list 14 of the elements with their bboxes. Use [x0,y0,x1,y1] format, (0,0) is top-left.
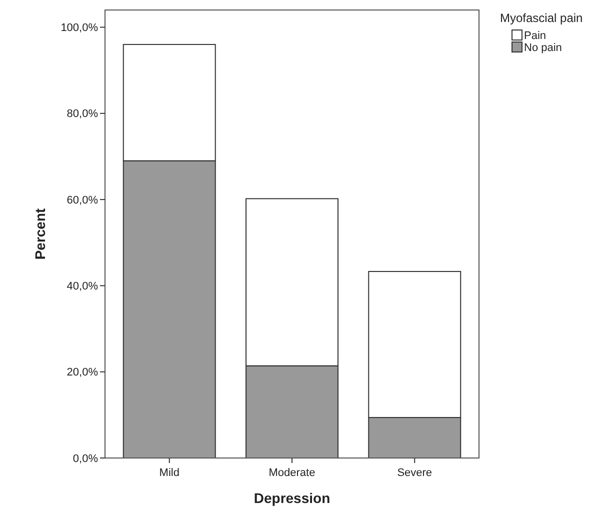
x-axis-title: Depression [254,490,330,506]
y-axis-title: Percent [32,208,48,260]
y-tick-label: 100,0% [60,22,98,34]
legend-label: Pain [524,30,546,42]
y-tick-label: 40,0% [66,280,98,293]
y-tick-label: 60,0% [66,194,98,206]
x-tick-label: Severe [397,467,432,479]
y-tick-label: 20,0% [66,366,98,379]
y-tick-label: 80,0% [66,108,98,120]
y-tick-label: 0,0% [72,452,98,465]
legend-label: No pain [524,42,562,54]
x-tick-label: Mild [159,467,180,479]
x-tick-label: Moderate [268,467,316,479]
legend-title: Myofascial pain [500,11,583,25]
